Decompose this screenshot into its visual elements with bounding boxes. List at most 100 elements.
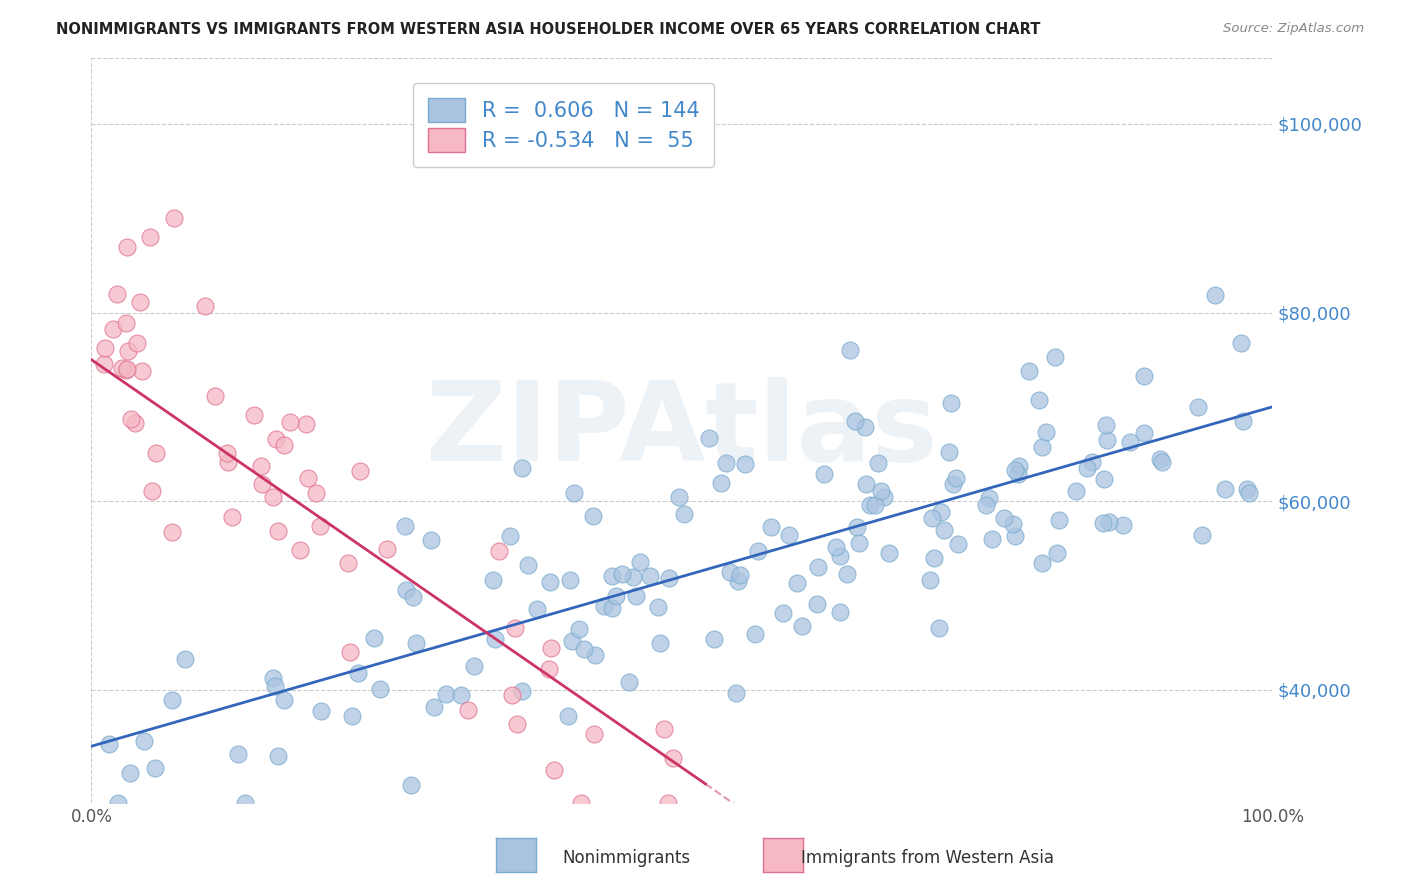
Point	[1095, 433, 1118, 447]
Point	[1098, 515, 1121, 529]
Point	[786, 576, 808, 591]
Point	[250, 458, 273, 473]
Point	[141, 483, 163, 498]
Point	[879, 546, 901, 560]
Point	[505, 621, 527, 635]
Point	[377, 541, 399, 556]
Point	[93, 358, 115, 372]
Point	[264, 432, 287, 446]
Point	[233, 796, 256, 810]
Point	[262, 490, 284, 504]
Point	[1204, 288, 1226, 302]
Point	[309, 704, 332, 718]
Point	[105, 286, 128, 301]
Text: Immigrants from Western Asia: Immigrants from Western Asia	[801, 849, 1054, 867]
Point	[297, 471, 319, 485]
Point	[1001, 517, 1024, 532]
Point	[918, 573, 941, 587]
Point	[931, 505, 953, 519]
Point	[1081, 455, 1104, 469]
Point	[583, 727, 606, 741]
Point	[129, 294, 152, 309]
Point	[305, 486, 328, 500]
Point	[1031, 556, 1053, 570]
Point	[107, 796, 129, 810]
Point	[1004, 463, 1026, 477]
Point	[993, 511, 1015, 525]
Point	[859, 498, 882, 512]
Point	[562, 485, 585, 500]
Point	[346, 666, 368, 681]
Point	[499, 529, 522, 543]
Point	[517, 558, 540, 572]
Point	[405, 636, 427, 650]
Point	[262, 671, 284, 685]
Point	[561, 633, 583, 648]
Point	[837, 566, 859, 581]
Point	[825, 540, 848, 554]
Point	[1066, 483, 1088, 498]
Point	[772, 606, 794, 620]
Point	[657, 796, 679, 810]
Point	[1111, 517, 1133, 532]
Point	[813, 467, 835, 481]
Point	[928, 621, 950, 635]
Point	[727, 574, 749, 588]
Point	[778, 528, 800, 542]
Point	[868, 456, 890, 470]
Point	[510, 683, 533, 698]
Point	[401, 778, 423, 792]
Point	[853, 420, 876, 434]
Point	[349, 464, 371, 478]
Point	[194, 299, 217, 313]
Point	[1092, 472, 1115, 486]
Point	[939, 396, 962, 410]
Point	[981, 532, 1004, 546]
Point	[115, 239, 138, 253]
Point	[1132, 425, 1154, 440]
Point	[263, 679, 285, 693]
Point	[976, 499, 998, 513]
Point	[537, 663, 560, 677]
Point	[125, 336, 148, 351]
Point	[593, 599, 616, 613]
Point	[134, 733, 156, 747]
Point	[807, 560, 830, 574]
Point	[568, 622, 591, 636]
Point	[420, 533, 443, 548]
Point	[139, 230, 162, 244]
Point	[846, 519, 869, 533]
Point	[368, 681, 391, 696]
Point	[638, 569, 661, 583]
Point	[1213, 482, 1236, 496]
Point	[658, 571, 681, 585]
Point	[103, 322, 125, 336]
Point	[506, 717, 529, 731]
Point	[1133, 368, 1156, 383]
Point	[115, 363, 138, 377]
Point	[501, 689, 523, 703]
Point	[938, 445, 960, 459]
Point	[484, 632, 506, 646]
Point	[422, 700, 444, 714]
Point	[266, 749, 288, 764]
Point	[747, 544, 769, 558]
Point	[806, 597, 828, 611]
Text: NONIMMIGRANTS VS IMMIGRANTS FROM WESTERN ASIA HOUSEHOLDER INCOME OVER 65 YEARS C: NONIMMIGRANTS VS IMMIGRANTS FROM WESTERN…	[56, 22, 1040, 37]
Point	[1152, 454, 1174, 468]
Point	[605, 589, 627, 603]
Point	[662, 751, 685, 765]
Point	[617, 674, 640, 689]
Point	[1187, 401, 1209, 415]
Point	[434, 687, 457, 701]
Point	[217, 455, 239, 469]
Point	[278, 415, 301, 429]
Point	[600, 600, 623, 615]
Point	[569, 796, 592, 810]
Point	[572, 641, 595, 656]
Point	[668, 491, 690, 505]
Point	[870, 484, 893, 499]
Point	[1047, 513, 1070, 527]
Point	[162, 525, 184, 540]
Point	[1229, 335, 1251, 350]
